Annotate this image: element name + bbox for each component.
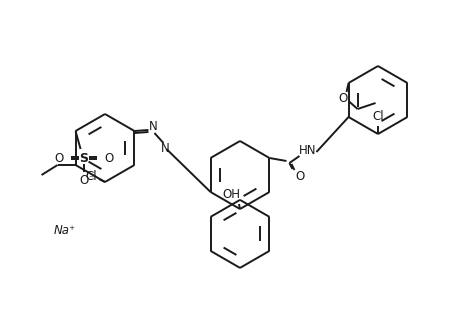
Text: ⁻: ⁻	[88, 174, 93, 184]
Text: O: O	[54, 152, 63, 165]
Text: O: O	[79, 174, 88, 188]
Text: N: N	[161, 142, 170, 156]
Text: Cl: Cl	[372, 109, 384, 123]
Text: OH: OH	[222, 188, 240, 202]
Text: Na⁺: Na⁺	[54, 224, 76, 236]
Text: O: O	[104, 152, 113, 165]
Text: HN: HN	[298, 143, 316, 156]
Text: Cl: Cl	[85, 169, 97, 183]
Text: O: O	[296, 170, 305, 183]
Text: N: N	[149, 120, 158, 133]
Text: S: S	[79, 152, 88, 165]
Text: O: O	[338, 92, 347, 105]
